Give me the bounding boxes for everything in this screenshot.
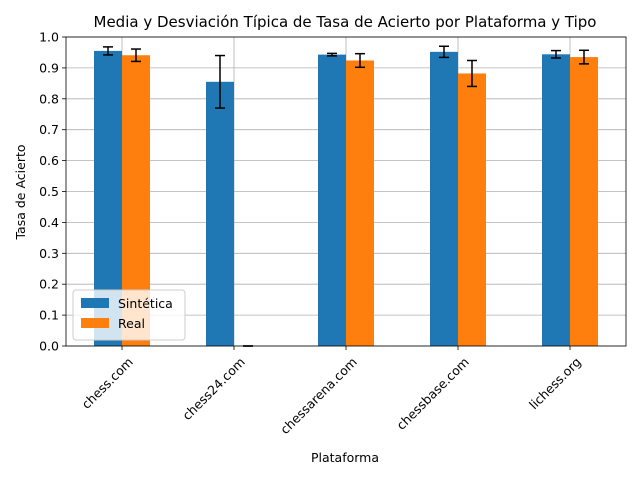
bar-1f77b4-3: [430, 51, 458, 346]
x-axis-label: Plataforma: [311, 450, 379, 465]
y-tick-label: 0.8: [39, 91, 59, 106]
chart-title: Media y Desviación Típica de Tasa de Aci…: [94, 13, 597, 31]
bar-ff7f0e-2: [346, 60, 374, 346]
x-tick-label: chessbase.com: [393, 354, 471, 432]
y-tick-label: 0.3: [39, 246, 59, 261]
bar-1f77b4-4: [542, 54, 570, 346]
y-tick-label: 0.7: [39, 122, 59, 137]
x-tick-label: chessarena.com: [277, 354, 360, 437]
y-axis-label: Tasa de Acierto: [13, 144, 28, 240]
x-tick-label: chess.com: [78, 354, 135, 411]
y-tick-label: 0.5: [39, 184, 59, 199]
legend-swatch: [81, 318, 109, 328]
bar-1f77b4-2: [318, 54, 346, 346]
y-tick-label: 0.1: [39, 308, 59, 323]
x-tick-label: lichess.org: [526, 354, 584, 412]
legend-label: Real: [118, 316, 145, 331]
bar-ff7f0e-4: [570, 57, 598, 347]
y-tick-label: 0.6: [39, 153, 59, 168]
y-tick-label: 1.0: [39, 30, 59, 45]
legend: Sintética Real: [72, 289, 186, 341]
legend-label: Sintética: [118, 296, 173, 311]
legend-swatch: [81, 298, 109, 308]
y-tick-label: 0.4: [39, 215, 59, 230]
y-tick-label: 0.9: [39, 60, 59, 75]
y-tick-label: 0.2: [39, 277, 59, 292]
x-tick-label: chess24.com: [179, 354, 248, 423]
bar-ff7f0e-3: [458, 73, 486, 346]
bar-1f77b4-1: [206, 81, 234, 347]
y-tick-label: 0.0: [39, 339, 59, 354]
